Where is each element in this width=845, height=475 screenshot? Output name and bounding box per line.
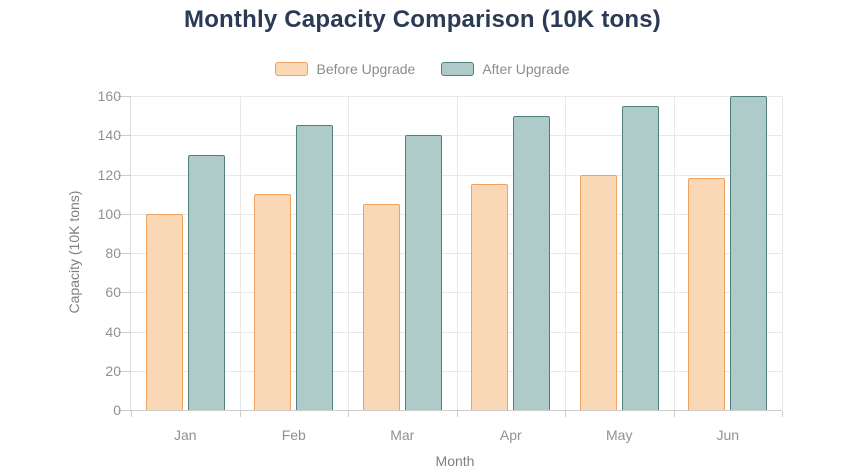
y-axis-tick-label: 100: [97, 205, 121, 222]
bar-group-jun: [674, 96, 783, 410]
bar-after-upgrade-jun[interactable]: [730, 96, 768, 410]
chart-legend: Before Upgrade After Upgrade: [0, 61, 845, 77]
gridline-vertical: [565, 96, 566, 410]
bar-group-feb: [240, 96, 349, 410]
chart-title: Monthly Capacity Comparison (10K tons): [184, 6, 661, 33]
gridline-vertical: [348, 96, 349, 410]
y-axis-tick: [118, 135, 131, 137]
legend-swatch-before-upgrade: [275, 62, 309, 76]
y-axis-tick: [118, 370, 131, 372]
x-axis-title: Month: [435, 453, 475, 469]
plot-area: 0 20 40 60 80 100 120 140 160 Jan Feb Mar Apr May Jun: [98, 88, 783, 443]
y-axis-tick-label: 120: [97, 166, 121, 183]
x-axis-label-feb: Feb: [281, 427, 306, 443]
y-axis-tick: [118, 253, 131, 254]
bar-group-may: [565, 96, 674, 410]
bar-after-upgrade-jan[interactable]: [187, 154, 225, 410]
y-axis-tick-label: 140: [97, 127, 121, 144]
legend-label-after-upgrade: After Upgrade: [482, 61, 570, 77]
bar-before-upgrade-mar[interactable]: [362, 203, 400, 410]
x-axis-label-jun: Jun: [716, 427, 740, 443]
y-axis-tick: [118, 331, 131, 333]
y-axis-tick-label: 80: [105, 245, 121, 261]
x-axis-tick: [348, 411, 349, 417]
legend-label-before-upgrade: Before Upgrade: [316, 61, 416, 77]
gridline-vertical: [239, 96, 241, 410]
y-axis-tick: [118, 292, 131, 294]
x-axis-label-jan: Jan: [173, 427, 197, 443]
x-axis-tick: [782, 411, 783, 417]
x-axis-tick: [565, 411, 566, 417]
bar-before-upgrade-apr[interactable]: [471, 184, 509, 410]
bar-before-upgrade-jun[interactable]: [688, 178, 726, 410]
gridline-vertical: [782, 96, 783, 410]
bar-before-upgrade-feb[interactable]: [254, 194, 292, 410]
legend-item-after-upgrade[interactable]: After Upgrade: [441, 61, 570, 77]
y-axis-tick-label: 20: [105, 362, 121, 379]
bar-after-upgrade-may[interactable]: [621, 105, 659, 410]
x-axis-label-apr: Apr: [499, 427, 522, 443]
y-axis-tick: [118, 410, 131, 411]
y-axis-title: Capacity (10K tons): [66, 190, 82, 314]
gridline-vertical: [673, 96, 675, 410]
y-axis-tick-label: 60: [105, 284, 121, 301]
bar-before-upgrade-jan[interactable]: [145, 213, 183, 410]
legend-swatch-after-upgrade: [441, 62, 475, 76]
x-axis-tick: [131, 411, 132, 417]
legend-item-before-upgrade[interactable]: Before Upgrade: [275, 61, 415, 77]
y-axis-tick-label: 40: [105, 323, 121, 340]
bar-group-jan: [131, 96, 240, 410]
x-axis-label-mar: Mar: [390, 427, 415, 443]
y-axis-tick-label: 0: [113, 402, 121, 418]
x-axis-tick: [239, 411, 241, 417]
bar-after-upgrade-mar[interactable]: [404, 135, 442, 410]
bar-after-upgrade-feb[interactable]: [296, 125, 334, 410]
bar-after-upgrade-apr[interactable]: [513, 115, 551, 410]
x-axis-tick: [456, 411, 458, 417]
y-axis-tick: [118, 96, 131, 97]
x-axis-label-may: May: [606, 427, 633, 443]
gridline-vertical: [456, 96, 458, 410]
bar-before-upgrade-may[interactable]: [579, 174, 617, 410]
y-axis-tick: [118, 213, 131, 215]
bar-group-apr: [457, 96, 566, 410]
y-axis-tick: [118, 174, 131, 176]
y-axis-tick-label: 160: [97, 88, 121, 104]
x-axis-tick: [673, 411, 675, 417]
bar-group-mar: [348, 96, 457, 410]
